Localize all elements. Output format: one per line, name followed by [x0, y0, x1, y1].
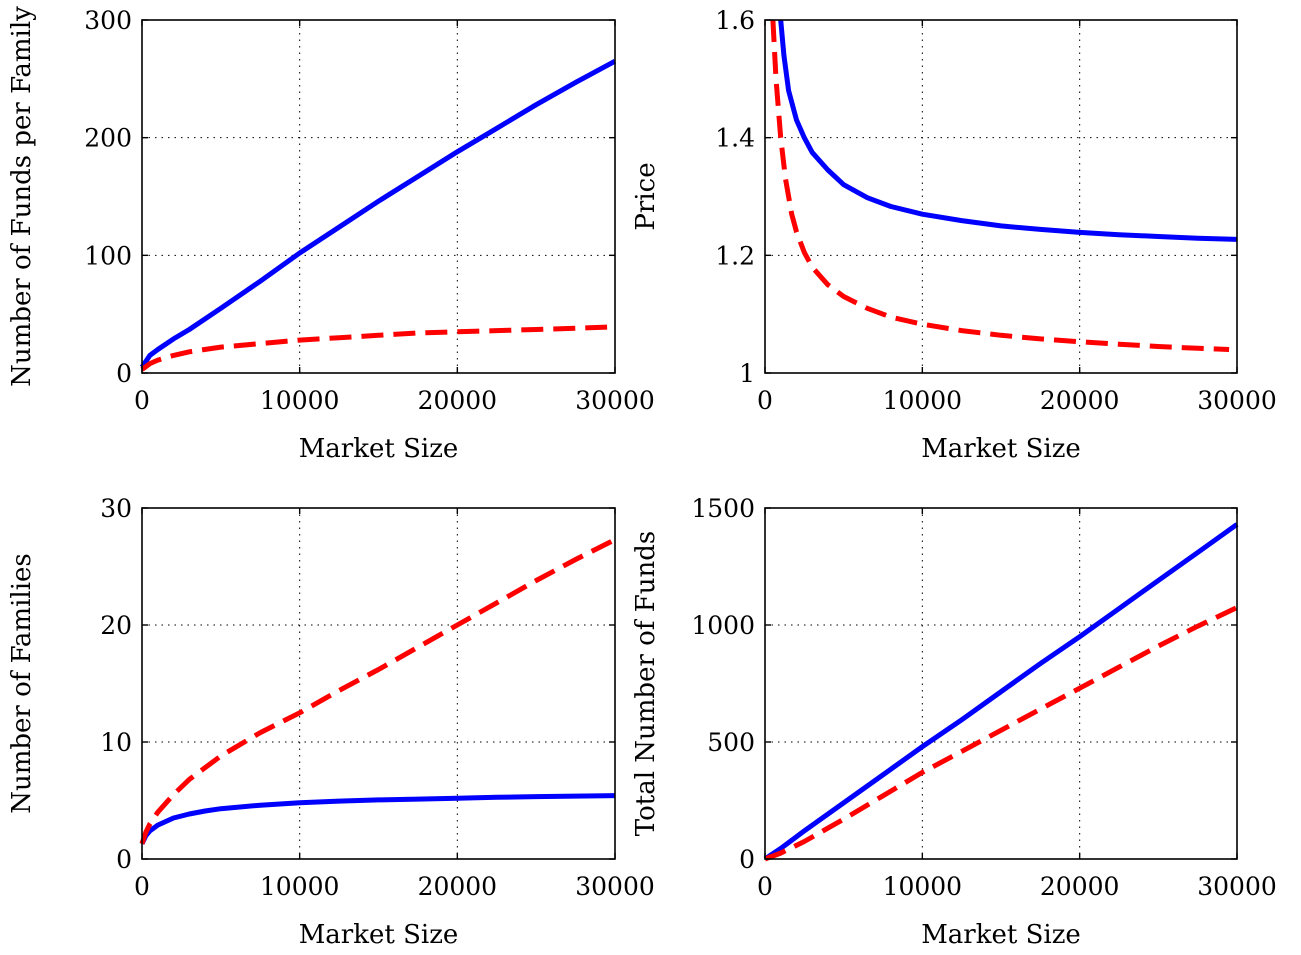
- plot-frame: [141, 507, 616, 860]
- y-tick-label: 0: [739, 845, 755, 874]
- y-tick-label: 200: [84, 124, 132, 153]
- series-line-dashed: [770, 19, 1230, 352]
- y-axis-label: Total Number of Funds: [631, 531, 661, 836]
- series-line-solid: [139, 58, 617, 369]
- chart-panel-4: 0 10000 20000 30000 0 500 1000 1500 Market Size T…: [631, 494, 1277, 950]
- x-tick-label: 10000: [260, 872, 340, 901]
- y-tick-label: 100: [84, 241, 132, 270]
- x-tick-label: 20000: [1040, 386, 1120, 415]
- x-tick-label: 10000: [883, 386, 963, 415]
- y-tick-label: 1000: [691, 611, 755, 640]
- series-line-solid: [763, 522, 1239, 862]
- chart-panel-2: 0 10000 20000 30000 1 1.2 1.4 1.6 Market Size Pri…: [631, 6, 1277, 464]
- x-tick-label: 30000: [575, 872, 655, 901]
- chart-panel-3: 0 10000 20000 30000 0 10 20 30 Market Size Number…: [7, 494, 655, 950]
- x-tick-label: 0: [757, 386, 773, 415]
- series-line-dashed: [764, 605, 1239, 862]
- series-line-dashed: [140, 324, 608, 372]
- y-tick-label: 0: [116, 359, 132, 388]
- y-tick-label: 0: [116, 845, 132, 874]
- y-tick-label: 30: [100, 494, 132, 523]
- y-tick-label: 1.4: [715, 124, 755, 153]
- y-tick-label: 1.6: [715, 6, 755, 35]
- series-line-solid: [139, 793, 616, 845]
- x-axis-label: Market Size: [299, 434, 459, 464]
- x-tick-label: 0: [134, 872, 150, 901]
- plot-frame: [764, 19, 1238, 374]
- x-tick-label: 20000: [1040, 872, 1120, 901]
- x-axis-label: Market Size: [299, 920, 459, 950]
- x-axis-label: Market Size: [921, 920, 1081, 950]
- y-tick-label: 500: [707, 728, 755, 757]
- y-axis-label: Price: [631, 162, 661, 230]
- series-line-dashed: [139, 537, 617, 845]
- x-tick-label: 0: [134, 386, 150, 415]
- plot-frame: [764, 507, 1238, 860]
- x-tick-label: 30000: [575, 386, 655, 415]
- plot-frame: [141, 19, 616, 374]
- series-line-solid: [778, 19, 1238, 242]
- x-tick-label: 10000: [883, 872, 963, 901]
- chart-panel-1: 0 10000 20000 30000 0 100 200 300 Market Size Num…: [7, 6, 655, 464]
- x-tick-label: 30000: [1197, 872, 1277, 901]
- y-axis-label: Number of Funds per Family: [7, 6, 37, 387]
- x-tick-label: 20000: [418, 872, 498, 901]
- y-tick-label: 1500: [691, 494, 755, 523]
- x-tick-label: 30000: [1197, 386, 1277, 415]
- x-tick-label: 20000: [418, 386, 498, 415]
- x-tick-label: 0: [757, 872, 773, 901]
- x-axis-label: Market Size: [921, 434, 1081, 464]
- y-tick-label: 1.2: [715, 241, 755, 270]
- y-tick-label: 20: [100, 611, 132, 640]
- y-tick-label: 300: [84, 6, 132, 35]
- x-tick-label: 10000: [260, 386, 340, 415]
- y-tick-label: 10: [100, 728, 132, 757]
- y-tick-label: 1: [739, 359, 755, 388]
- y-axis-label: Number of Families: [7, 553, 37, 814]
